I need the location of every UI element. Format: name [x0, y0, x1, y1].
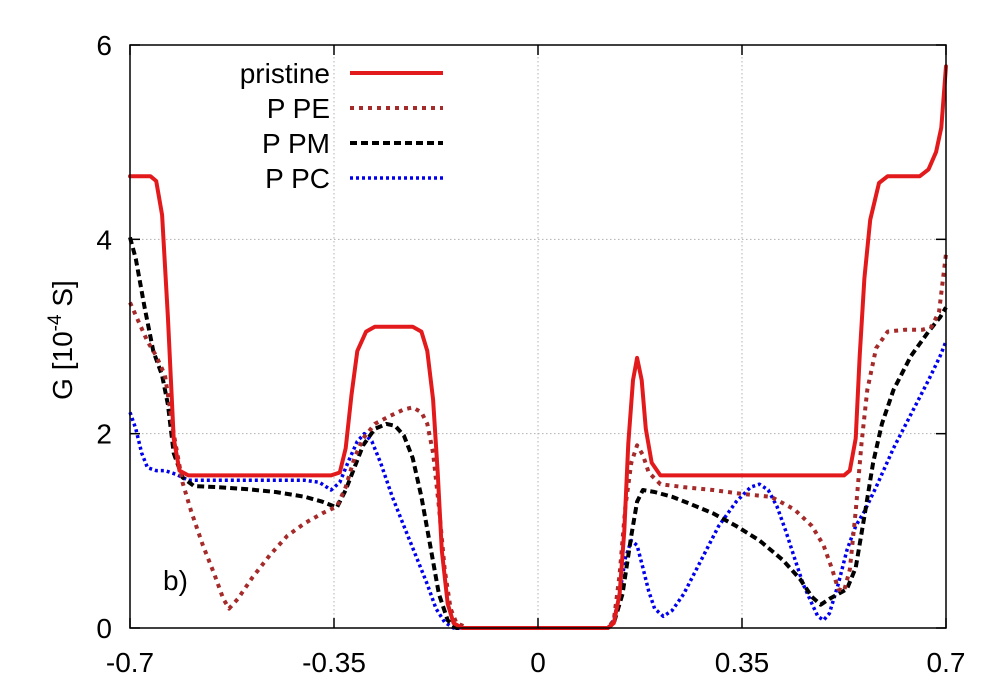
x-tick-label: -0.7: [106, 647, 154, 678]
y-tick-label: 0: [96, 613, 112, 644]
y-axis-label: G [10-4 S]: [45, 280, 78, 400]
y-tick-label: 2: [96, 419, 112, 450]
x-tick-label: -0.35: [302, 647, 366, 678]
series-line-p-pc: [128, 340, 948, 630]
x-tick-label: 0: [530, 647, 546, 678]
y-tick-label: 6: [96, 30, 112, 61]
plot-frame: [129, 44, 947, 629]
y-axis-label-prefix: G [10: [47, 331, 78, 399]
x-tick-label: 0.35: [715, 647, 770, 678]
legend-label-pristine: pristine: [240, 58, 330, 89]
grid: [130, 45, 946, 628]
series-line-pristine: [128, 64, 948, 630]
x-tick-label: 0.7: [927, 647, 966, 678]
series-line-p-pe: [128, 253, 948, 630]
series-group: [128, 64, 948, 630]
panel-label: b): [163, 565, 188, 596]
y-tick-label: 4: [96, 224, 112, 255]
y-axis-label-exponent: -4: [45, 314, 66, 331]
ticks: [129, 44, 947, 629]
tick-labels: -0.7 -0.35 0 0.35 0.7 0 2 4 6: [96, 30, 965, 678]
y-axis-label-suffix: S]: [47, 280, 78, 314]
legend-label-p-pe: P PE: [267, 93, 330, 124]
legend: pristine P PE P PM P PC: [240, 58, 443, 194]
legend-label-p-pm: P PM: [262, 128, 330, 159]
legend-label-p-pc: P PC: [265, 163, 330, 194]
